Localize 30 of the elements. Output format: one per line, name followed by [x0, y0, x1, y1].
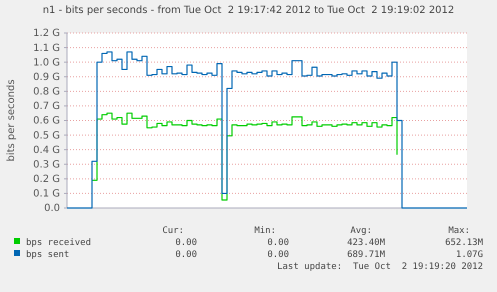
- chart-title: n1 - bits per seconds - from Tue Oct 2 19:17:42 2012 to Tue Oct 2 19:19:02 2012: [42, 5, 454, 16]
- y-tick-label: 0.7 G: [33, 101, 60, 112]
- text: 689.71M: [347, 250, 386, 260]
- y-axis-title: bits per seconds: [6, 79, 17, 162]
- text: 0.00: [267, 250, 289, 260]
- y-tick-label: 0.0: [44, 203, 60, 214]
- y-tick-label: 1.1 G: [33, 42, 60, 54]
- legend-label: bps received: [26, 238, 92, 248]
- y-tick-label: 0.3 G: [33, 159, 60, 170]
- text: 1.07G: [456, 250, 483, 260]
- y-tick-label: 0.8 G: [33, 86, 60, 98]
- y-tick-label: 1.2 G: [33, 28, 60, 40]
- y-tick-label: 1.0 G: [33, 57, 60, 68]
- y-tick-label: 0.5 G: [33, 130, 60, 142]
- text: Max:: [448, 226, 470, 236]
- y-tick-label: 0.4 G: [33, 144, 60, 156]
- text: 423.40M: [347, 238, 386, 248]
- text: Avg:: [350, 226, 372, 236]
- y-tick-label: 0.9 G: [33, 72, 60, 83]
- y-tick-label: 0.6 G: [33, 116, 60, 127]
- text: Last update: Tue Oct 2 19:19:20 2012: [277, 262, 483, 272]
- text: Cur:: [162, 226, 184, 236]
- text: Min:: [254, 226, 276, 236]
- text: 652.13M: [445, 238, 484, 248]
- text: 0.00: [175, 238, 197, 248]
- legend-label: bps sent: [26, 250, 70, 260]
- text: 0.00: [267, 238, 289, 248]
- y-tick-label: 0.1 G: [33, 188, 60, 200]
- text: 0.00: [175, 250, 197, 260]
- y-tick-label: 0.2 G: [33, 174, 60, 186]
